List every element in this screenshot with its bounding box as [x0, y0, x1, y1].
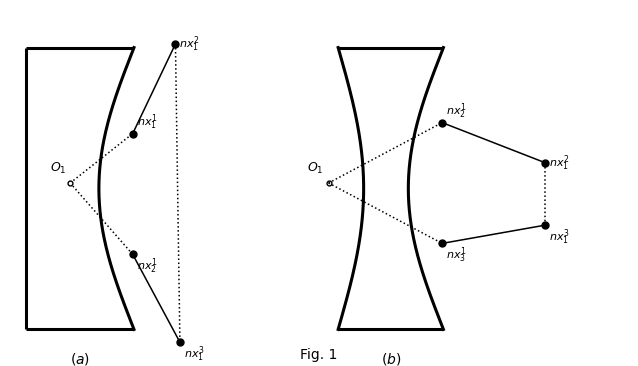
Text: $nx_3^1$: $nx_3^1$: [446, 245, 466, 265]
Text: $nx_1^1$: $nx_1^1$: [137, 112, 157, 132]
Text: $(b)$: $(b)$: [381, 351, 401, 366]
Text: $O_{1}$: $O_{1}$: [50, 161, 67, 176]
Text: $(a)$: $(a)$: [70, 351, 90, 366]
Text: $nx_1^2$: $nx_1^2$: [549, 153, 570, 173]
Text: $nx_1^2$: $nx_1^2$: [179, 34, 200, 54]
Text: $nx_1^3$: $nx_1^3$: [549, 227, 570, 247]
Text: $nx_1^3$: $nx_1^3$: [184, 344, 204, 364]
Text: $nx_2^1$: $nx_2^1$: [137, 256, 157, 276]
Text: Fig. 1: Fig. 1: [300, 348, 338, 362]
Text: $nx_2^1$: $nx_2^1$: [446, 101, 466, 121]
Text: $O_{1}$: $O_{1}$: [307, 161, 323, 176]
